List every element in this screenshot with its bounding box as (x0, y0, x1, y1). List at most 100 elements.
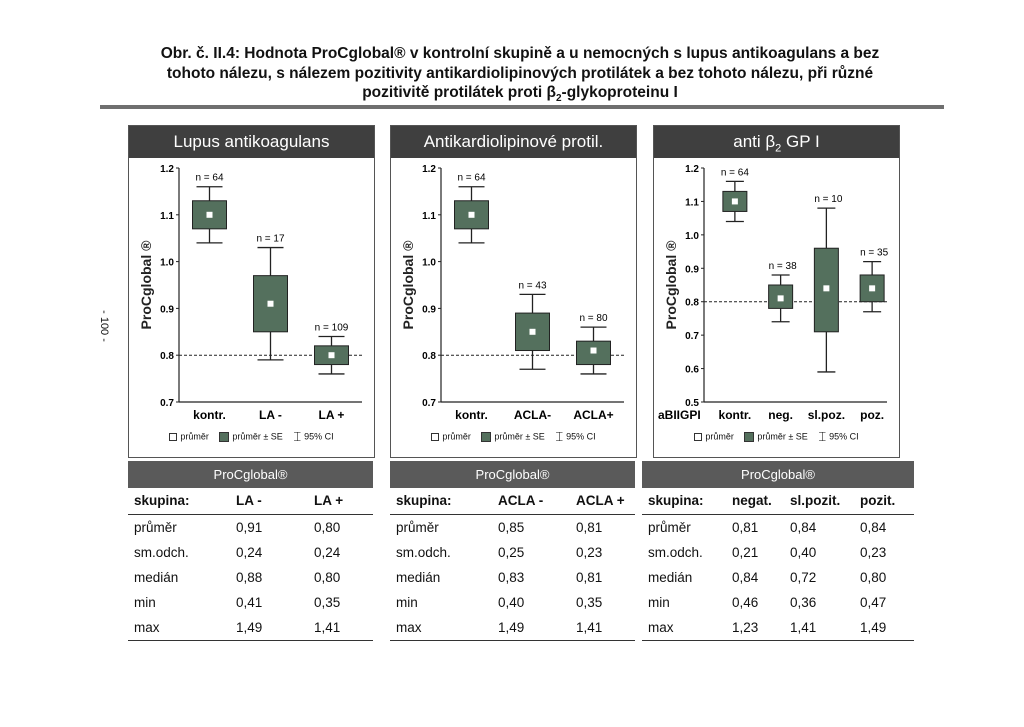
table-row: sm.odch. 0,24 0,24 (128, 540, 373, 565)
table-cell: 0,25 (498, 545, 525, 560)
table-cell: 0,80 (314, 570, 341, 585)
chart-legend: průměr průměr ± SE ⌶ 95% CI (391, 429, 636, 445)
table-cell: 0,80 (860, 570, 887, 585)
table-header-cell: skupina: (648, 493, 704, 508)
chart-plot: ProCglobal ® 0.5 0.6 0.7 0.8 0.9 1.0 1.1 1.2 n = … (658, 164, 889, 422)
n-label: n = 109 (315, 322, 349, 333)
table-header-row: skupina: negat. sl.pozit. pozit. (642, 488, 914, 515)
chart-title: anti β2 GP I (654, 126, 899, 158)
table-cell: 0,81 (576, 570, 603, 585)
table-cell: 0,23 (576, 545, 603, 560)
y-tick-label: 0.8 (685, 298, 699, 309)
title-text-end: GP I (781, 132, 820, 151)
table-row: max 1,23 1,41 1,49 (642, 615, 914, 641)
table-title: ProCglobal® (390, 461, 635, 488)
table-cell: 0,24 (314, 545, 341, 560)
chart-panel-lupus: Lupus antikoagulans ProCglobal ® 0.7 0.8 0.… (128, 125, 375, 458)
mean-marker (468, 211, 475, 218)
page-number: - 100 - (97, 310, 110, 342)
table-cell: 0,72 (790, 570, 817, 585)
table-header-cell: LA + (314, 493, 344, 508)
y-tick-label: 1.0 (160, 258, 174, 269)
table-cell: 0,36 (790, 595, 817, 610)
table-cell: 0,46 (732, 595, 759, 610)
chart-legend: průměr průměr ± SE ⌶ 95% CI (129, 429, 374, 445)
n-label: n = 80 (579, 313, 608, 324)
mean-marker (590, 347, 597, 354)
ci-whisker-icon: ⌶ (293, 429, 302, 444)
table-cell: max (648, 620, 674, 635)
chart-panel-b2gpi: anti β2 GP I ProCglobal ® 0.5 0.6 0.7 0.8 0.9… (653, 125, 900, 458)
table-header-cell: sl.pozit. (790, 493, 841, 508)
table-cell: 0,81 (732, 520, 759, 535)
table-cell: 1,41 (314, 620, 341, 635)
title-subscript: 2 (775, 142, 782, 155)
se-box-icon (744, 432, 755, 442)
table-cell: 0,85 (498, 520, 525, 535)
y-tick-label: 0.9 (422, 304, 436, 315)
x-tick-label: ACLA+ (573, 408, 613, 422)
table-row: min 0,40 0,35 (390, 590, 635, 615)
y-axis-label: ProCglobal ® (400, 240, 416, 330)
legend-ci: 95% CI (829, 431, 859, 442)
caption-line-2: tohoto nálezu, s nálezem pozitivity anti… (166, 64, 874, 82)
table-row: sm.odch. 0,25 0,23 (390, 540, 635, 565)
table-header-cell: skupina: (396, 493, 452, 508)
y-tick-label: 1.0 (685, 231, 699, 242)
legend-ci: 95% CI (566, 431, 596, 442)
y-axis-label: ProCglobal ® (663, 240, 679, 330)
table-row: průměr 0,85 0,81 (390, 515, 635, 540)
y-tick-label: 0.7 (160, 398, 174, 409)
table-cell: průměr (648, 520, 691, 535)
y-tick-label: 0.7 (422, 398, 436, 409)
y-tick-label: 0.9 (160, 304, 174, 315)
table-cell: 0,47 (860, 595, 887, 610)
table-cell: max (134, 620, 160, 635)
legend-se: průměr ± SE (232, 431, 283, 442)
mean-marker-icon (694, 433, 703, 441)
table-cell: 0,88 (236, 570, 263, 585)
caption-divider (100, 105, 944, 109)
stats-table-b2gpi: ProCglobal® skupina: negat. sl.pozit. pozit.… (642, 461, 914, 641)
se-box-icon (481, 432, 492, 442)
table-header-cell: LA - (236, 493, 262, 508)
title-beta: β (765, 132, 776, 151)
table-cell: max (396, 620, 422, 635)
table-cell: 0,84 (790, 520, 817, 535)
table-header-cell: ACLA - (498, 493, 544, 508)
y-tick-label: 0.7 (685, 331, 699, 342)
table-cell: sm.odch. (396, 545, 451, 560)
table-cell: 0,41 (236, 595, 263, 610)
x-tick-label: LA - (259, 408, 282, 422)
table-header-cell: skupina: (134, 493, 190, 508)
y-tick-label: 1.2 (160, 164, 174, 175)
table-cell: 0,24 (236, 545, 263, 560)
table-cell: 0,40 (498, 595, 525, 610)
caption-subscript: 2 (555, 93, 562, 105)
chart-panel-acla: Antikardiolipinové protil. ProCglobal ® 0… (390, 125, 637, 458)
mean-marker (869, 285, 876, 292)
n-label: n = 64 (457, 173, 486, 184)
x-group-label: aBIIGPI (658, 408, 701, 422)
caption-line-3-end: -glykoproteinu I (561, 84, 678, 101)
mean-marker-icon (431, 433, 440, 441)
mean-marker (823, 285, 830, 292)
table-cell: 0,40 (790, 545, 817, 560)
y-tick-label: 0.8 (422, 351, 436, 362)
y-tick-label: 1.2 (685, 164, 699, 175)
caption-line-1: Obr. č. II.4: Hodnota ProCglobal® v kont… (160, 45, 880, 62)
ci-whisker-icon: ⌶ (818, 429, 827, 444)
table-cell: 0,83 (498, 570, 525, 585)
x-tick-label: sl.poz. (808, 408, 845, 422)
x-tick-label: neg. (768, 408, 793, 422)
table-row: max 1,49 1,41 (128, 615, 373, 641)
y-tick-label: 0.9 (685, 264, 699, 275)
table-row: min 0,41 0,35 (128, 590, 373, 615)
mean-marker (267, 300, 274, 307)
table-cell: sm.odch. (648, 545, 703, 560)
caption-line-3-text: pozitivitě protilátek proti β (362, 84, 556, 101)
figure-caption: Obr. č. II.4: Hodnota ProCglobal® v kont… (100, 44, 940, 109)
n-label: n = 64 (721, 167, 750, 178)
chart-title: Antikardiolipinové protil. (391, 126, 636, 158)
table-cell: sm.odch. (134, 545, 189, 560)
